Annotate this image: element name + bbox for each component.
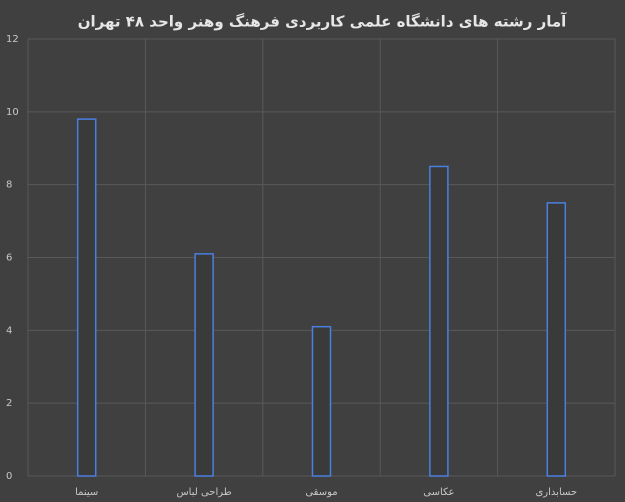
y-tick-label: 6 xyxy=(6,253,12,264)
bar xyxy=(311,325,332,477)
x-tick-label: عکاسی xyxy=(423,487,454,498)
y-tick-label: 12 xyxy=(6,34,19,45)
y-tick-label: 10 xyxy=(6,107,19,118)
bar xyxy=(429,165,449,477)
y-tick-label: 2 xyxy=(6,398,12,409)
x-tick-label: حسابداری xyxy=(535,487,577,498)
x-tick-label: طراحی لباس xyxy=(176,487,231,498)
y-tick-label: 8 xyxy=(6,180,12,191)
y-tick-label: 4 xyxy=(6,325,12,336)
x-tick-label: موسقی xyxy=(305,487,337,498)
y-tick-label: 0 xyxy=(6,471,12,482)
bar xyxy=(546,202,567,477)
chart-title: آمار رشته های دانشگاه علمی کاربردی فرهنگ… xyxy=(78,13,567,31)
bar xyxy=(194,253,214,477)
x-tick-label: سینما xyxy=(75,487,98,498)
bar xyxy=(76,118,97,477)
